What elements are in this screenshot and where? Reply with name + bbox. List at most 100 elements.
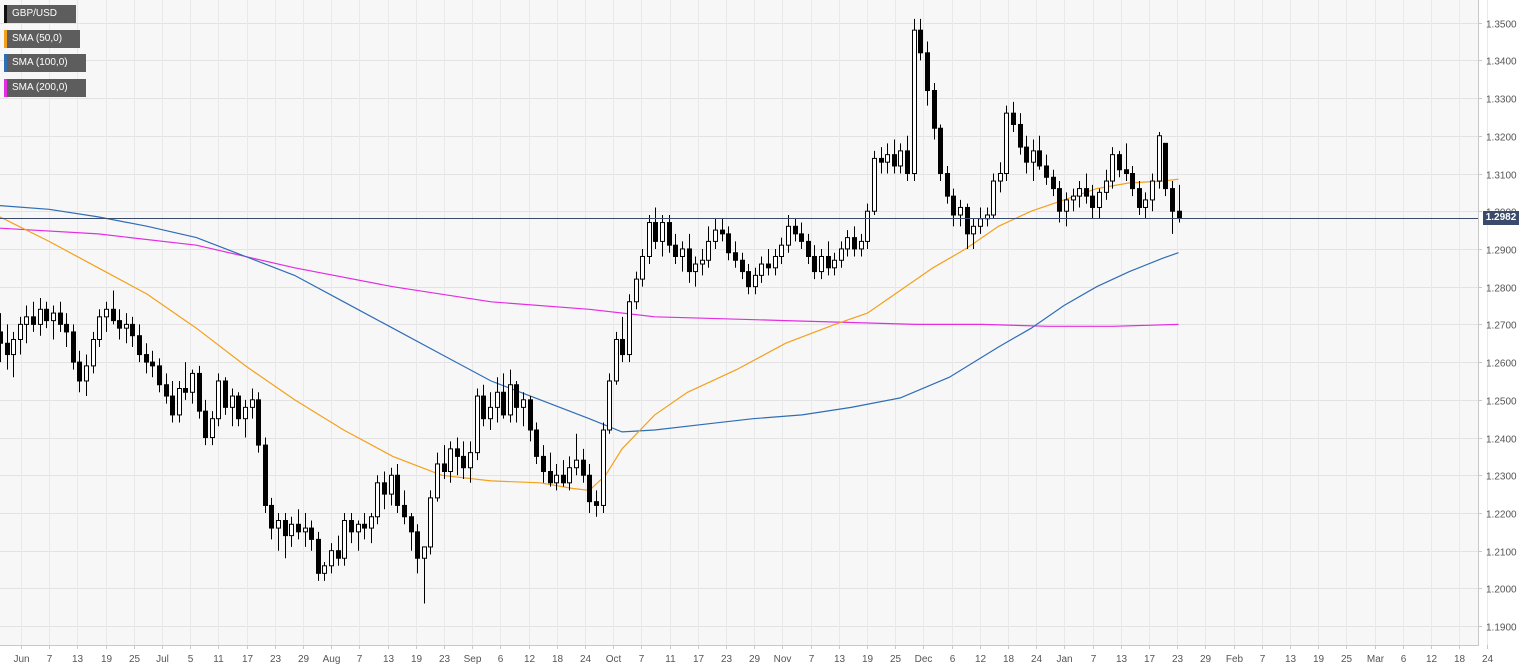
- candle-body: [51, 312, 56, 322]
- candle-body: [488, 406, 493, 420]
- legend-item-sma100[interactable]: SMA (100,0): [4, 54, 86, 72]
- x-tick-label: 25: [129, 654, 141, 665]
- candle: [548, 452, 553, 487]
- candle-body: [349, 520, 354, 533]
- candle-body: [528, 399, 533, 431]
- candle: [660, 215, 665, 257]
- candle-body: [495, 391, 500, 408]
- sma-100-line: [0, 205, 1179, 433]
- candle-body: [369, 516, 374, 529]
- candle: [18, 316, 23, 355]
- candle: [329, 543, 334, 574]
- candle: [356, 520, 361, 551]
- candle-body: [230, 395, 235, 408]
- x-tick-label: Jan: [1056, 654, 1072, 665]
- candle-body: [534, 429, 539, 457]
- x-tick-label: 17: [693, 654, 705, 665]
- x-tick-label: 7: [47, 654, 53, 665]
- candle-body: [554, 474, 559, 484]
- candle-body: [1130, 173, 1135, 190]
- candle: [0, 313, 3, 363]
- grid: [0, 0, 1488, 645]
- candle: [342, 512, 347, 566]
- candle: [541, 445, 546, 483]
- x-tick-label: 19: [1313, 654, 1325, 665]
- legend-item-gbpusd[interactable]: GBP/USD: [4, 5, 76, 23]
- candle: [130, 316, 135, 348]
- x-axis: Jun 7 13 19 25 Jul 5 11 17 23 29 Aug 7 13 19 23 Sep 6 12 18…: [13, 645, 1493, 665]
- candle-body: [607, 380, 612, 431]
- candle-body: [793, 225, 798, 235]
- candle: [309, 520, 314, 551]
- candle: [1044, 154, 1049, 185]
- candle: [581, 448, 586, 483]
- candle: [1064, 192, 1069, 227]
- candle: [693, 256, 698, 287]
- candle: [1117, 150, 1122, 178]
- legend-label: GBP/USD: [12, 8, 58, 19]
- candle-body: [766, 263, 771, 269]
- x-tick-label: 12: [1426, 654, 1438, 665]
- candle-body: [1124, 169, 1129, 175]
- candle: [51, 305, 56, 340]
- candle: [1037, 135, 1042, 170]
- candle: [190, 369, 195, 404]
- candle: [1024, 135, 1029, 174]
- candle-body: [375, 482, 380, 518]
- x-tick-label: 24: [1482, 654, 1494, 665]
- candle-body: [587, 474, 592, 503]
- x-tick-label: 29: [298, 654, 310, 665]
- candle-body: [164, 384, 169, 397]
- candle: [958, 199, 963, 227]
- candle-body: [250, 399, 255, 408]
- x-tick-label: 7: [639, 654, 645, 665]
- candle-body: [1117, 154, 1122, 171]
- candle-body: [137, 335, 142, 356]
- candle-body: [859, 240, 864, 250]
- candle-body: [693, 263, 698, 273]
- candle: [104, 301, 109, 332]
- y-tick-label: 1.2100: [1486, 548, 1517, 559]
- candle-body: [898, 150, 903, 167]
- candle-body: [1157, 135, 1162, 182]
- candle-body: [1077, 188, 1082, 197]
- candle-body: [1097, 191, 1102, 208]
- x-tick-label: 18: [1454, 654, 1466, 665]
- x-tick-label: 29: [1200, 654, 1212, 665]
- candle: [726, 226, 731, 261]
- candle-body: [38, 308, 43, 325]
- candle: [1150, 173, 1155, 212]
- candle: [1071, 188, 1076, 212]
- candle: [1110, 147, 1115, 189]
- candle: [627, 294, 632, 363]
- x-tick-label: 23: [270, 654, 282, 665]
- candle: [918, 18, 923, 61]
- candle-body: [210, 418, 215, 439]
- candle: [276, 512, 281, 551]
- legend-item-sma50[interactable]: SMA (50,0): [4, 30, 80, 48]
- candle: [779, 237, 784, 265]
- candle-body: [455, 448, 460, 457]
- candle: [733, 241, 738, 268]
- candle-body: [111, 308, 116, 322]
- candle-body: [892, 154, 897, 167]
- candle-body: [356, 523, 361, 533]
- candle-body: [243, 406, 248, 420]
- y-tick-label: 1.2000: [1486, 585, 1517, 596]
- candle: [687, 233, 692, 283]
- candle-body: [309, 527, 314, 540]
- legend-item-sma200[interactable]: SMA (200,0): [4, 79, 86, 97]
- candle-body: [18, 323, 23, 340]
- candle: [296, 509, 301, 540]
- candle: [865, 203, 870, 249]
- candle-body: [24, 316, 29, 325]
- candle: [773, 248, 778, 276]
- candle-body: [461, 455, 466, 469]
- candle-body: [594, 501, 599, 506]
- x-tick-label: 29: [749, 654, 761, 665]
- candle: [766, 248, 771, 276]
- candle: [1077, 181, 1082, 208]
- candle: [250, 388, 255, 419]
- candle: [1163, 142, 1168, 197]
